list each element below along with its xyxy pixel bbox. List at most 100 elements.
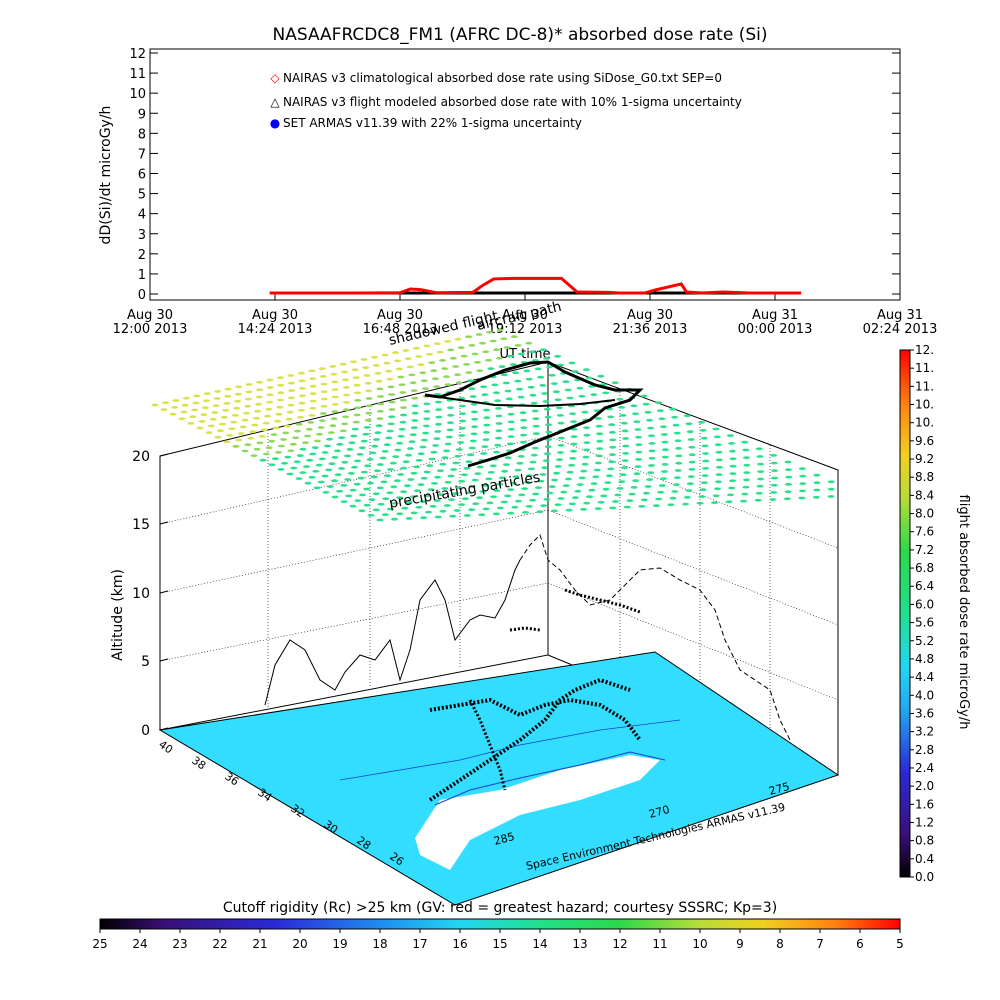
particle-dot [541, 466, 549, 470]
particle-dot [435, 415, 443, 419]
particle-dot [386, 377, 394, 381]
particle-dot [397, 434, 405, 438]
particle-dot [271, 457, 279, 461]
particle-dot [529, 393, 537, 397]
particle-dot [255, 395, 263, 399]
particle-dot [298, 394, 306, 398]
particle-dot [813, 473, 821, 477]
state-lines [339, 719, 681, 781]
particle-dot [447, 498, 455, 501]
particle-dot [288, 389, 296, 392]
particle-dot [396, 441, 404, 445]
x-tick-date: Aug 30 [252, 308, 298, 323]
particle-dot [798, 467, 806, 470]
particle-dot [489, 339, 497, 343]
particle-dot [400, 406, 408, 409]
particle-dot [469, 439, 477, 443]
particle-dot [638, 505, 646, 508]
particle-dot [436, 350, 444, 354]
particle-dot [714, 487, 721, 491]
particle-dot [551, 478, 559, 482]
particle-dot [398, 383, 406, 387]
x-tick-date: Aug 30 [377, 308, 423, 323]
particle-dot [222, 409, 230, 412]
particle-dot [452, 461, 460, 465]
particle-dot [423, 417, 431, 421]
particle-dot [702, 467, 710, 470]
particle-dot [436, 469, 444, 473]
y-tick-label: 12 [129, 47, 146, 62]
particle-dot [434, 400, 442, 404]
particle-dot [541, 392, 549, 395]
map-floor [158, 651, 840, 906]
particle-dot [340, 500, 348, 503]
particle-dot [616, 487, 624, 490]
particle-dot [729, 479, 736, 483]
x-axis-label: UT time [500, 347, 551, 362]
dose-tick-label: 9.2 [915, 452, 934, 466]
particle-dot [346, 448, 354, 451]
particle-dot [727, 493, 734, 497]
particle-dot [454, 337, 462, 341]
particle-dot [331, 388, 339, 391]
particle-dot [673, 476, 681, 479]
particle-dot [485, 477, 493, 481]
map-ocean-white [415, 755, 660, 870]
particle-dot [578, 394, 586, 398]
y-tick-label: 6 [138, 168, 146, 183]
x-tick-time: 14:24 2013 [238, 322, 313, 337]
particle-dot [293, 460, 301, 464]
particle-dot [277, 376, 284, 380]
particle-dot [517, 352, 525, 356]
particle-dot [364, 418, 372, 422]
y-tick-label: 1 [138, 268, 146, 283]
particle-dot [433, 499, 441, 502]
particle-dot [512, 371, 520, 375]
particle-dot [485, 358, 492, 362]
ground-track-cross [468, 699, 507, 791]
dose-tick-label: 8.4 [915, 488, 934, 502]
particle-dot [244, 404, 252, 408]
particle-dot [500, 500, 508, 504]
particle-dot [475, 333, 483, 336]
particle-dot [686, 482, 694, 486]
particle-dot [611, 381, 619, 385]
particle-dot [827, 487, 835, 491]
particle-dot [799, 489, 806, 493]
particle-dot [479, 341, 486, 345]
particle-dot [507, 427, 515, 431]
particle-dot [813, 481, 821, 485]
particle-dot [295, 477, 303, 480]
particle-dot [444, 442, 452, 446]
particle-dot [658, 417, 666, 421]
legend: ◇ NAIRAS v3 climatological absorbed dose… [270, 71, 742, 130]
particle-dot [256, 380, 263, 384]
dose-tick-label: 8.8 [915, 470, 934, 484]
altitude-gridlines [159, 384, 839, 748]
particle-dot [494, 443, 502, 447]
dose-colorbar-label: flight absorbed dose rate microGy/h [956, 495, 971, 730]
legend-label-2: SET ARMAS v11.39 with 22% 1-sigma uncert… [283, 116, 582, 130]
particle-dot [532, 417, 540, 421]
particle-dot [447, 421, 454, 425]
particle-dot [581, 462, 589, 466]
particle-dot [385, 369, 393, 373]
particle-dot [633, 472, 641, 476]
latitude-tick-label: 40 [156, 738, 175, 757]
particle-dot [622, 437, 630, 440]
particle-dot [562, 484, 570, 487]
particle-dot [532, 492, 540, 496]
dose-tick-label: 2.4 [915, 761, 934, 775]
particle-dot [566, 396, 574, 400]
particle-dot [241, 449, 249, 453]
particle-dot [309, 384, 317, 388]
dose-tick-label: 0.4 [915, 852, 934, 866]
dose-tick-label: 9.6 [915, 434, 934, 448]
altitude-axis-label: Altitude (km) [110, 569, 126, 661]
particle-dot [395, 367, 403, 371]
particle-dot [362, 366, 370, 369]
particle-dot [583, 501, 591, 505]
particle-dot [675, 461, 683, 465]
particle-dot [434, 515, 442, 519]
